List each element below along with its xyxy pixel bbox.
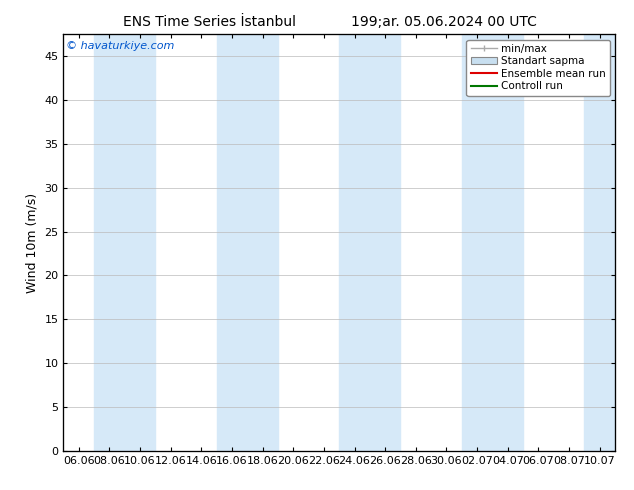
- Text: © havaturkiye.com: © havaturkiye.com: [66, 41, 174, 50]
- Bar: [462, 34, 523, 451]
- Bar: [339, 34, 401, 451]
- Text: ENS Time Series İstanbul: ENS Time Series İstanbul: [123, 15, 295, 29]
- Bar: [217, 34, 278, 451]
- Y-axis label: Wind 10m (m/s): Wind 10m (m/s): [26, 193, 39, 293]
- Bar: [585, 34, 634, 451]
- Legend: min/max, Standart sapma, Ensemble mean run, Controll run: min/max, Standart sapma, Ensemble mean r…: [467, 40, 610, 96]
- Bar: [94, 34, 155, 451]
- Text: 199;ar. 05.06.2024 00 UTC: 199;ar. 05.06.2024 00 UTC: [351, 15, 537, 29]
